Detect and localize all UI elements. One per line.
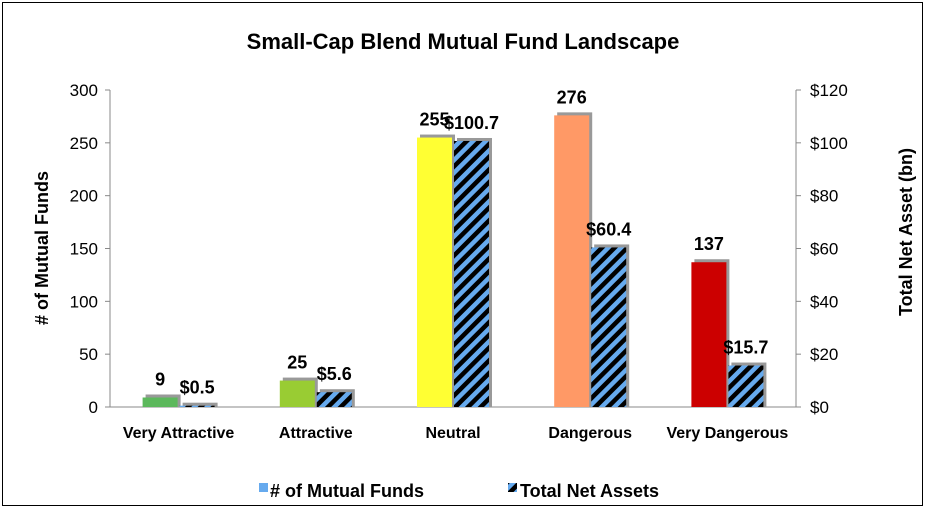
y-tick-label: 0 bbox=[89, 398, 98, 417]
data-label-assets: $5.6 bbox=[317, 364, 352, 384]
data-label-funds: 255 bbox=[419, 110, 449, 130]
y2-tick-label: $100 bbox=[810, 134, 848, 153]
bar-assets bbox=[728, 365, 764, 407]
y-tick-label: 200 bbox=[70, 187, 98, 206]
category-label: Dangerous bbox=[548, 425, 632, 442]
y2-tick-label: $60 bbox=[810, 240, 838, 259]
data-label-assets: $0.5 bbox=[180, 378, 215, 398]
y2-tick-label: $120 bbox=[810, 81, 848, 100]
bar-assets bbox=[454, 140, 489, 407]
y2-axis-ticks: $0 $20 $40 $60 $80 $100 $120 bbox=[796, 81, 848, 417]
data-label-funds: 25 bbox=[287, 353, 307, 373]
data-label-funds: 137 bbox=[694, 234, 724, 254]
chart-title: Small-Cap Blend Mutual Fund Landscape bbox=[247, 29, 680, 54]
legend-swatch-assets bbox=[508, 483, 517, 492]
bar-funds bbox=[142, 397, 178, 407]
y2-tick-label: $20 bbox=[810, 345, 838, 364]
y2-tick-label: $0 bbox=[810, 398, 829, 417]
legend-label-assets: Total Net Assets bbox=[520, 481, 659, 501]
data-label-assets: $60.4 bbox=[586, 219, 631, 239]
category-labels: Very Attractive Attractive Neutral Dangerou… bbox=[123, 425, 789, 442]
y2-tick-label: $40 bbox=[810, 292, 838, 311]
y2-tick-label: $80 bbox=[810, 187, 838, 206]
y-tick-label: 250 bbox=[70, 134, 98, 153]
category-label: Neutral bbox=[425, 425, 480, 442]
data-label-funds: 9 bbox=[155, 369, 165, 389]
category-label: Attractive bbox=[279, 425, 353, 442]
y-tick-label: 300 bbox=[70, 81, 98, 100]
y-axis-ticks: 0 50 100 150 200 250 300 bbox=[70, 81, 110, 417]
bar-funds bbox=[691, 262, 727, 407]
legend: # of Mutual Funds Total Net Assets bbox=[259, 481, 659, 501]
y-axis-title: # of Mutual Funds bbox=[32, 171, 52, 325]
legend-swatch-funds bbox=[259, 483, 268, 492]
bar-funds bbox=[554, 115, 590, 408]
data-label-assets: $15.7 bbox=[723, 338, 768, 358]
bars-group: 9 $0.5 25 $5.6 255$100.7 276 $60.4 137 $15.7 bbox=[142, 87, 768, 408]
legend-label-funds: # of Mutual Funds bbox=[270, 481, 424, 501]
bar-funds bbox=[417, 137, 452, 408]
bar-assets bbox=[179, 405, 215, 407]
bar-funds bbox=[279, 380, 315, 407]
data-label-assets: $100.7 bbox=[444, 113, 499, 133]
y-tick-label: 50 bbox=[79, 345, 98, 364]
y-tick-label: 100 bbox=[70, 292, 98, 311]
category-label: Very Attractive bbox=[123, 425, 235, 442]
bar-assets bbox=[316, 392, 352, 407]
category-label: Very Dangerous bbox=[666, 425, 788, 442]
data-label-funds: 276 bbox=[557, 87, 587, 107]
bar-assets bbox=[591, 247, 627, 407]
y2-axis-title: Total Net Asset (bn) bbox=[896, 148, 916, 316]
bar-shadow bbox=[182, 402, 218, 407]
y-tick-label: 150 bbox=[70, 240, 98, 259]
